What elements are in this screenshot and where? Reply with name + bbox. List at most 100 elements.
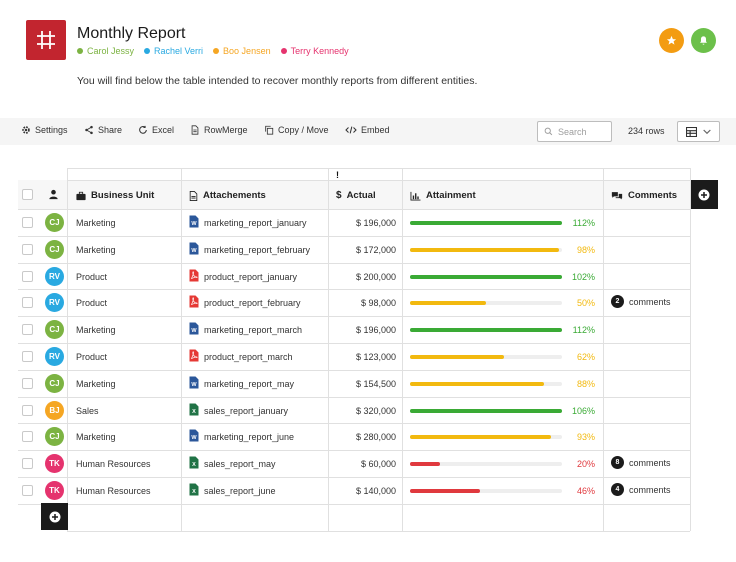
attachment-link[interactable]: sales_report_may <box>204 459 276 469</box>
comments-link[interactable]: 4 comments <box>611 483 671 496</box>
row-checkbox[interactable] <box>22 405 33 416</box>
column-header-business-unit[interactable]: Business Unit <box>76 190 154 201</box>
business-unit-cell: Marketing <box>76 379 116 389</box>
excel-file-icon: X <box>189 456 199 469</box>
user-chip[interactable]: Carol Jessy <box>77 46 134 56</box>
chevron-down-icon <box>703 129 711 134</box>
attainment-bar <box>410 355 562 359</box>
avatar[interactable]: TK <box>45 454 64 473</box>
app-logo <box>26 20 66 60</box>
favorite-button[interactable] <box>659 28 684 53</box>
chat-bubbles-icon <box>611 191 623 199</box>
avatar[interactable]: CJ <box>45 213 64 232</box>
column-divider <box>181 168 182 531</box>
attachment-link[interactable]: marketing_report_march <box>204 325 303 335</box>
user-color-dot <box>144 48 151 54</box>
avatar[interactable]: CJ <box>45 240 64 259</box>
row-divider <box>67 180 690 181</box>
svg-text:W: W <box>191 435 197 441</box>
row-checkbox[interactable] <box>22 297 33 308</box>
attainment-bar <box>410 275 562 279</box>
row-checkbox[interactable] <box>22 271 33 282</box>
column-header-comments[interactable]: Comments <box>611 190 677 201</box>
actual-amount-cell: $ 196,000 <box>355 325 396 335</box>
actual-amount-cell: $ 98,000 <box>360 298 396 308</box>
excel-button[interactable]: Excel <box>138 125 174 135</box>
attachment-link[interactable]: product_report_february <box>204 298 301 308</box>
row-checkbox[interactable] <box>22 378 33 389</box>
row-checkbox[interactable] <box>22 324 33 335</box>
business-unit-cell: Marketing <box>76 325 116 335</box>
table-icon <box>686 126 697 137</box>
warning-indicator: ! <box>336 170 339 180</box>
avatar[interactable]: TK <box>45 481 64 500</box>
row-checkbox[interactable] <box>22 244 33 255</box>
avatar[interactable]: CJ <box>45 427 64 446</box>
attachment-link[interactable]: product_report_january <box>204 272 298 282</box>
share-icon <box>85 125 93 135</box>
avatar[interactable]: RV <box>45 293 64 312</box>
row-checkbox[interactable] <box>22 485 33 496</box>
row-checkbox[interactable] <box>22 431 33 442</box>
add-row-button[interactable] <box>41 503 68 530</box>
avatar[interactable]: CJ <box>45 374 64 393</box>
settings-button[interactable]: Settings <box>21 125 68 135</box>
attainment-bar-fill <box>410 409 562 413</box>
embed-button[interactable]: Embed <box>345 125 390 135</box>
comments-link[interactable]: 2 comments <box>611 295 671 308</box>
avatar[interactable]: RV <box>45 347 64 366</box>
attachment-link[interactable]: marketing_report_january <box>204 218 307 228</box>
attachment-link[interactable]: marketing_report_february <box>204 245 311 255</box>
rowmerge-label: RowMerge <box>204 125 248 135</box>
notifications-button[interactable] <box>691 28 716 53</box>
attachment-link[interactable]: sales_report_january <box>204 406 289 416</box>
copy-move-button[interactable]: Copy / Move <box>264 125 329 135</box>
attachment-link[interactable]: product_report_march <box>204 352 293 362</box>
row-checkbox[interactable] <box>22 217 33 228</box>
column-divider <box>603 168 604 531</box>
attachment-link[interactable]: sales_report_june <box>204 486 276 496</box>
attainment-percent: 102% <box>571 272 595 282</box>
avatar[interactable]: RV <box>45 267 64 286</box>
column-header-attainment[interactable]: Attainment <box>410 190 476 201</box>
column-label: Comments <box>628 190 678 201</box>
column-header-attachments[interactable]: Attachements <box>189 190 266 201</box>
user-chip[interactable]: Boo Jensen <box>213 46 271 56</box>
search-input[interactable]: Search <box>537 121 612 142</box>
column-header-actual[interactable]: $ Actual <box>336 190 376 201</box>
attainment-bar <box>410 382 562 386</box>
user-chip[interactable]: Rachel Verri <box>144 46 203 56</box>
attachment-link[interactable]: marketing_report_may <box>204 379 295 389</box>
attainment-bar-fill <box>410 435 552 439</box>
document-icon <box>191 125 199 135</box>
row-checkbox[interactable] <box>22 458 33 469</box>
briefcase-icon <box>76 191 86 200</box>
table-row[interactable]: RV Product product_report_march $ 123,000 62… <box>18 343 690 370</box>
add-column-button[interactable] <box>690 180 718 209</box>
user-chip[interactable]: Terry Kennedy <box>280 46 349 56</box>
column-label: Business Unit <box>91 190 155 201</box>
table-row[interactable]: RV Product product_report_january $ 200,000… <box>18 263 690 290</box>
row-checkbox[interactable] <box>22 351 33 362</box>
avatar[interactable]: CJ <box>45 320 64 339</box>
comment-count-badge: 4 <box>611 483 624 496</box>
comments-label: comments <box>629 484 671 495</box>
select-all-checkbox[interactable] <box>22 189 33 200</box>
avatar[interactable]: BJ <box>45 401 64 420</box>
page-header: Monthly Report Carol Jessy Rachel Verri Bo… <box>0 0 736 118</box>
comments-link[interactable]: 8 comments <box>611 456 671 469</box>
attachment-link[interactable]: marketing_report_june <box>204 432 295 442</box>
rowmerge-button[interactable]: RowMerge <box>190 125 248 135</box>
row-divider <box>18 423 690 424</box>
table-row[interactable]: RV Product product_report_february $ 98,000… <box>18 289 690 316</box>
view-switcher-button[interactable] <box>677 121 720 142</box>
share-button[interactable]: Share <box>84 125 122 135</box>
